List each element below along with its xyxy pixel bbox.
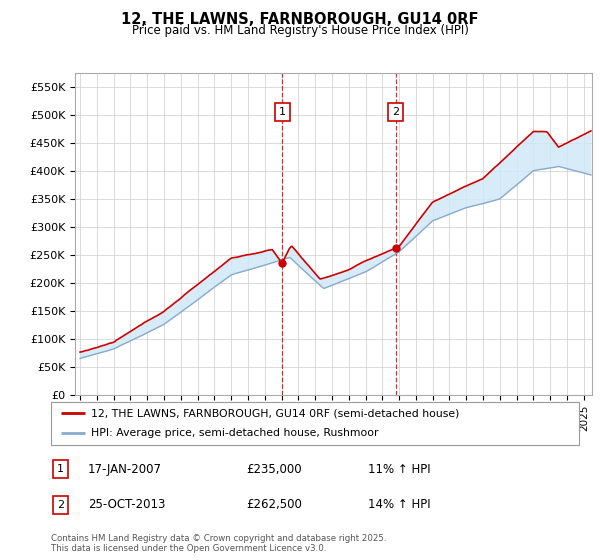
Text: 12, THE LAWNS, FARNBOROUGH, GU14 0RF (semi-detached house): 12, THE LAWNS, FARNBOROUGH, GU14 0RF (se… — [91, 408, 459, 418]
Text: 17-JAN-2007: 17-JAN-2007 — [88, 463, 162, 475]
Text: 12, THE LAWNS, FARNBOROUGH, GU14 0RF: 12, THE LAWNS, FARNBOROUGH, GU14 0RF — [121, 12, 479, 27]
Text: Contains HM Land Registry data © Crown copyright and database right 2025.
This d: Contains HM Land Registry data © Crown c… — [51, 534, 386, 553]
Text: 2: 2 — [57, 500, 64, 510]
Text: 2: 2 — [392, 107, 400, 117]
Text: Price paid vs. HM Land Registry's House Price Index (HPI): Price paid vs. HM Land Registry's House … — [131, 24, 469, 36]
Text: 11% ↑ HPI: 11% ↑ HPI — [368, 463, 430, 475]
Text: HPI: Average price, semi-detached house, Rushmoor: HPI: Average price, semi-detached house,… — [91, 428, 378, 438]
Text: £235,000: £235,000 — [247, 463, 302, 475]
Text: £262,500: £262,500 — [247, 498, 302, 511]
FancyBboxPatch shape — [51, 402, 579, 445]
Text: 25-OCT-2013: 25-OCT-2013 — [88, 498, 166, 511]
Text: 14% ↑ HPI: 14% ↑ HPI — [368, 498, 430, 511]
Text: 1: 1 — [279, 107, 286, 117]
Text: 1: 1 — [57, 464, 64, 474]
